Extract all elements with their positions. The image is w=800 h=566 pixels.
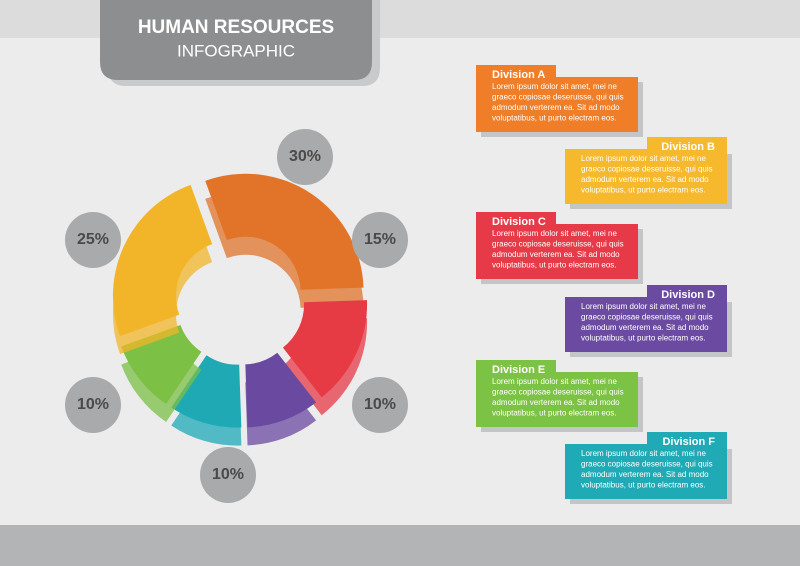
label-bubble (352, 377, 408, 433)
division-text: graeco copiosae deseruisse, qui quis (581, 313, 713, 322)
division-name: Division F (662, 436, 715, 448)
pie-segment (245, 352, 317, 428)
division-text: admodum verterem ea. Sit ad modo (492, 103, 620, 112)
segment-label: 15% (364, 231, 396, 248)
division-text: graeco copiosae deseruisse, qui quis (492, 240, 624, 249)
division-text: Lorem ipsum dolor sit amet, mei ne (581, 449, 706, 458)
bottom-band (0, 525, 800, 566)
label-bubble (65, 377, 121, 433)
segment-label: 10% (77, 396, 109, 413)
segment-label: 25% (77, 231, 109, 248)
division-text: admodum verterem ea. Sit ad modo (492, 250, 620, 259)
division-text: admodum verterem ea. Sit ad modo (581, 175, 709, 184)
division-text: Lorem ipsum dolor sit amet, mei ne (492, 82, 617, 91)
division-text: Lorem ipsum dolor sit amet, mei ne (581, 154, 706, 163)
division-box (476, 224, 638, 279)
division-text: Lorem ipsum dolor sit amet, mei ne (492, 377, 617, 386)
division-text: voluptatibus, ut purto electram eos. (492, 261, 617, 270)
division-name: Division A (492, 69, 545, 81)
label-bubble (200, 447, 256, 503)
division-text: admodum verterem ea. Sit ad modo (581, 323, 709, 332)
division-text: admodum verterem ea. Sit ad modo (492, 398, 620, 407)
header-title: HUMAN RESOURCES (138, 17, 334, 38)
segment-label: 10% (364, 396, 396, 413)
segment-label: 30% (289, 148, 321, 165)
division-text: voluptatibus, ut purto electram eos. (581, 334, 706, 343)
label-bubble (352, 212, 408, 268)
division-text: voluptatibus, ut purto electram eos. (581, 186, 706, 195)
division-box (565, 297, 727, 352)
header-subtitle: INFOGRAPHIC (177, 41, 295, 60)
pie-segment (205, 173, 364, 290)
label-bubble (65, 212, 121, 268)
division-text: graeco copiosae deseruisse, qui quis (581, 460, 713, 469)
division-box (565, 149, 727, 204)
pie-segment (282, 300, 368, 398)
division-text: graeco copiosae deseruisse, qui quis (492, 93, 624, 102)
division-text: Lorem ipsum dolor sit amet, mei ne (581, 302, 706, 311)
pie-segment (112, 184, 213, 337)
division-text: graeco copiosae deseruisse, qui quis (581, 165, 713, 174)
division-name: Division C (492, 216, 546, 228)
division-box (476, 372, 638, 427)
division-name: Division B (661, 141, 715, 153)
division-name: Division E (492, 364, 545, 376)
division-box (476, 77, 638, 132)
header-tab (100, 0, 372, 80)
division-text: Lorem ipsum dolor sit amet, mei ne (492, 229, 617, 238)
division-text: voluptatibus, ut purto electram eos. (492, 409, 617, 418)
division-text: graeco copiosae deseruisse, qui quis (492, 388, 624, 397)
division-text: voluptatibus, ut purto electram eos. (581, 481, 706, 490)
division-text: admodum verterem ea. Sit ad modo (581, 470, 709, 479)
division-text: voluptatibus, ut purto electram eos. (492, 114, 617, 123)
division-name: Division D (661, 289, 715, 301)
pie-segment (171, 355, 242, 428)
label-bubble (277, 129, 333, 185)
division-box (565, 444, 727, 499)
segment-label: 10% (212, 466, 244, 483)
